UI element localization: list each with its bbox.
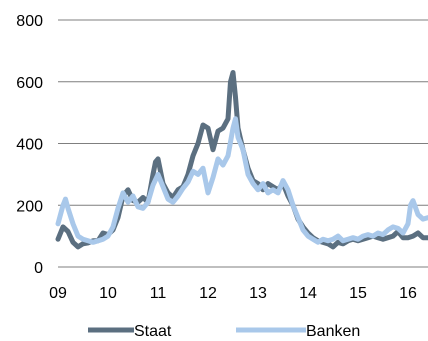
series-layer <box>55 70 428 250</box>
y-tick-label: 600 <box>16 75 43 92</box>
y-axis-labels: 0 200 400 600 800 <box>16 13 43 277</box>
y-tick-label: 400 <box>16 137 43 154</box>
x-tick-label: 10 <box>99 285 117 302</box>
y-tick-label: 0 <box>34 260 43 277</box>
legend-label-staat: Staat <box>134 323 172 340</box>
legend: Staat Banken <box>88 323 360 340</box>
x-tick-label: 15 <box>349 285 367 302</box>
x-tick-label: 16 <box>399 285 417 302</box>
x-axis-labels: 09 10 11 12 13 14 15 16 <box>49 285 417 302</box>
y-tick-label: 200 <box>16 198 43 215</box>
y-tick-label: 800 <box>16 13 43 30</box>
x-tick-label: 14 <box>299 285 317 302</box>
x-tick-label: 13 <box>249 285 267 302</box>
legend-label-banken: Banken <box>306 323 360 340</box>
series-line-banken <box>55 116 428 245</box>
x-tick-label: 12 <box>199 285 217 302</box>
x-tick-label: 09 <box>49 285 67 302</box>
x-tick-label: 11 <box>150 285 167 302</box>
